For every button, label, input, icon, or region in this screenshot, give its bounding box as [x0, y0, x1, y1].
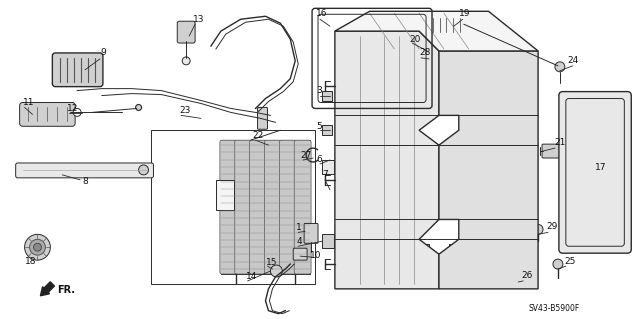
Bar	[152, 130, 315, 284]
Text: 18: 18	[24, 256, 36, 266]
FancyBboxPatch shape	[52, 53, 103, 87]
Text: 3: 3	[316, 86, 322, 95]
Bar	[345, 244, 429, 284]
FancyBboxPatch shape	[235, 140, 252, 274]
Text: 21: 21	[554, 138, 565, 147]
Bar	[345, 150, 429, 214]
FancyBboxPatch shape	[264, 140, 282, 274]
FancyBboxPatch shape	[427, 14, 466, 36]
Text: 14: 14	[246, 272, 257, 281]
Circle shape	[555, 62, 565, 72]
Circle shape	[182, 57, 190, 65]
Text: 22: 22	[253, 131, 264, 140]
Circle shape	[512, 273, 524, 285]
Text: 24: 24	[568, 56, 579, 65]
Text: 8: 8	[82, 177, 88, 186]
Circle shape	[515, 276, 521, 282]
FancyBboxPatch shape	[304, 223, 318, 243]
Circle shape	[33, 243, 42, 251]
Text: 15: 15	[266, 258, 277, 267]
FancyBboxPatch shape	[293, 248, 307, 260]
Text: 19: 19	[459, 9, 470, 18]
Text: 28: 28	[419, 48, 431, 57]
FancyBboxPatch shape	[20, 102, 75, 126]
FancyBboxPatch shape	[294, 140, 311, 274]
Circle shape	[553, 259, 563, 269]
Circle shape	[24, 234, 51, 260]
FancyBboxPatch shape	[279, 140, 296, 274]
FancyBboxPatch shape	[428, 50, 442, 64]
Circle shape	[139, 165, 148, 175]
FancyArrow shape	[40, 282, 54, 296]
Circle shape	[426, 43, 442, 59]
Polygon shape	[335, 31, 439, 289]
FancyBboxPatch shape	[177, 21, 195, 43]
Text: 17: 17	[595, 163, 606, 173]
Bar	[322, 234, 334, 248]
Bar	[322, 125, 332, 135]
Circle shape	[533, 225, 543, 234]
Bar	[322, 160, 334, 174]
Bar	[449, 56, 528, 110]
FancyBboxPatch shape	[220, 140, 237, 274]
Text: 13: 13	[193, 15, 205, 24]
Text: 23: 23	[179, 106, 191, 115]
Text: 1: 1	[296, 223, 302, 232]
FancyBboxPatch shape	[257, 108, 268, 129]
Circle shape	[271, 265, 282, 277]
Bar	[322, 91, 332, 100]
Text: 20: 20	[409, 34, 420, 44]
Bar	[449, 244, 528, 284]
Text: 25: 25	[565, 256, 576, 266]
Circle shape	[73, 108, 81, 116]
Text: 11: 11	[22, 98, 34, 107]
Text: 9: 9	[100, 48, 106, 57]
Text: 26: 26	[521, 271, 532, 280]
Circle shape	[29, 239, 45, 255]
Text: FR.: FR.	[58, 285, 76, 295]
Text: 12: 12	[67, 104, 79, 113]
Text: 27: 27	[300, 151, 312, 160]
Text: 7: 7	[322, 170, 328, 179]
Circle shape	[430, 47, 438, 55]
FancyBboxPatch shape	[250, 140, 266, 274]
Text: 4: 4	[296, 237, 302, 246]
FancyBboxPatch shape	[542, 144, 562, 158]
Bar	[449, 150, 528, 214]
FancyBboxPatch shape	[559, 92, 631, 253]
Text: SV43-B5900F: SV43-B5900F	[528, 304, 579, 313]
Polygon shape	[335, 11, 538, 51]
Bar	[216, 180, 234, 210]
Text: 10: 10	[310, 251, 321, 260]
Polygon shape	[439, 51, 538, 289]
Text: 16: 16	[316, 9, 328, 18]
FancyBboxPatch shape	[15, 163, 154, 178]
Circle shape	[136, 105, 141, 110]
Text: 5: 5	[316, 122, 322, 131]
Bar	[345, 41, 429, 110]
Text: 29: 29	[546, 222, 557, 231]
Bar	[221, 140, 310, 274]
Text: 6: 6	[316, 155, 322, 165]
